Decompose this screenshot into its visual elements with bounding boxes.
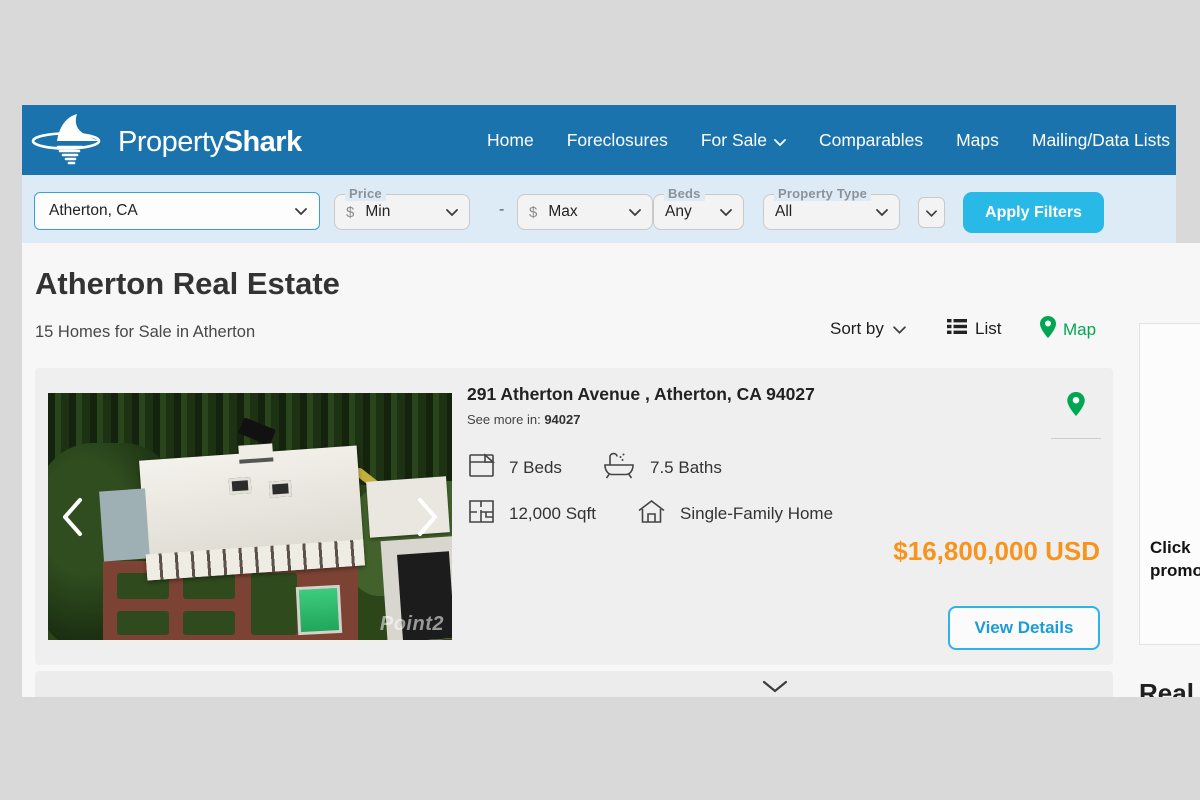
location-input[interactable]: Atherton, CA <box>34 192 320 230</box>
more-filters-select[interactable] <box>918 197 945 228</box>
page-title: Atherton Real Estate <box>35 266 340 301</box>
photo-garden-bed <box>117 611 169 635</box>
nav-item-home[interactable]: Home <box>487 129 534 150</box>
map-view-toggle[interactable]: Map <box>1040 316 1096 343</box>
listing-photo[interactable]: Point2 <box>48 393 452 640</box>
chevron-down-icon <box>926 204 937 222</box>
beds-select[interactable]: Beds Any <box>653 186 744 230</box>
site-header: PropertyShark Home Foreclosures For Sale… <box>22 105 1176 175</box>
show-on-map-button[interactable] <box>1067 392 1085 419</box>
results-count: 15 Homes for Sale in Atherton <box>35 323 256 341</box>
price-legend: Price <box>345 186 386 201</box>
main-nav: Home Foreclosures For Sale Comparables M… <box>412 105 1176 175</box>
list-icon <box>947 318 967 340</box>
house-icon <box>636 498 667 530</box>
chevron-left-icon <box>61 498 83 540</box>
chevron-down-icon <box>762 680 788 696</box>
price-max-select[interactable]: $ Max <box>517 194 653 230</box>
listing-card: Point2 291 Atherton Avenue , Atherton, C… <box>35 368 1113 665</box>
see-more-in: See more in: 94027 <box>467 412 581 427</box>
property-type-feature: Single-Family Home <box>636 498 833 530</box>
sidebar-section-title: Real Estate <box>1139 678 1200 697</box>
divider <box>1051 438 1101 439</box>
sort-by-dropdown[interactable]: Sort by <box>830 319 906 339</box>
listing-price: $16,800,000 USD <box>893 536 1100 566</box>
photo-mansion-wing <box>99 488 150 562</box>
beds-feature: 7 Beds <box>467 452 562 484</box>
expand-toggle-button[interactable] <box>762 680 788 696</box>
beds-legend: Beds <box>664 186 705 201</box>
zip-link[interactable]: 94027 <box>544 412 581 427</box>
carousel-prev-button[interactable] <box>60 497 84 537</box>
photo-skylight <box>268 480 292 498</box>
chevron-down-icon <box>720 203 732 221</box>
browser-page: PropertyShark Home Foreclosures For Sale… <box>22 105 1200 697</box>
brand-name: PropertyShark <box>118 126 302 158</box>
chevron-down-icon <box>876 203 888 221</box>
apply-filters-button[interactable]: Apply Filters <box>963 192 1104 233</box>
map-pin-icon <box>1067 392 1085 419</box>
photo-garden-bed <box>251 573 297 635</box>
photo-mansion <box>99 443 365 581</box>
sidebar-promo-box[interactable]: Click promo <box>1139 323 1200 645</box>
chevron-down-icon <box>893 319 906 339</box>
nav-item-mailing-data-lists[interactable]: Mailing/Data Lists <box>1031 129 1170 150</box>
listing-address-link[interactable]: 291 Atherton Avenue , Atherton, CA 94027 <box>467 384 815 404</box>
list-view-toggle[interactable]: List <box>947 318 1001 340</box>
dollar-sign: $ <box>529 203 538 221</box>
photo-skylight <box>228 477 252 495</box>
price-range-separator: - <box>499 201 505 218</box>
propertyshark-logo[interactable]: PropertyShark <box>30 112 302 173</box>
baths-feature: 7.5 Baths <box>601 450 722 485</box>
dollar-sign: $ <box>346 203 355 221</box>
nav-item-for-sale[interactable]: For Sale <box>701 130 786 151</box>
chevron-down-icon <box>774 130 786 151</box>
nav-item-maps[interactable]: Maps <box>956 129 999 150</box>
carousel-next-button[interactable] <box>416 497 440 537</box>
price-min-select[interactable]: Price $ Min <box>334 186 470 230</box>
area-feature: 12,000 Sqft <box>467 498 596 530</box>
photo-mansion-cupola <box>238 443 274 464</box>
next-listing-card[interactable] <box>35 671 1113 697</box>
floorplan-icon <box>467 498 496 530</box>
property-type-select[interactable]: Property Type All <box>763 186 900 230</box>
promo-text: Click promo <box>1150 538 1200 580</box>
photo-garden-bed <box>183 611 235 635</box>
bathtub-icon <box>601 450 637 485</box>
nav-item-foreclosures[interactable]: Foreclosures <box>566 129 668 150</box>
background-spacer <box>1176 105 1200 243</box>
chevron-down-icon <box>295 202 307 220</box>
property-type-legend: Property Type <box>774 186 872 201</box>
filter-bar: Atherton, CA Price $ Min - $ Max Beds An… <box>22 175 1176 243</box>
nav-item-comparables[interactable]: Comparables <box>819 129 924 150</box>
bed-icon <box>467 452 496 484</box>
chevron-down-icon <box>629 203 641 221</box>
view-details-button[interactable]: View Details <box>948 606 1100 650</box>
map-pin-icon <box>1040 316 1056 343</box>
photo-pool <box>295 584 343 636</box>
chevron-down-icon <box>446 203 458 221</box>
chevron-right-icon <box>417 498 439 540</box>
photo-watermark: Point2 <box>379 613 444 635</box>
shark-logo-icon <box>30 112 112 173</box>
